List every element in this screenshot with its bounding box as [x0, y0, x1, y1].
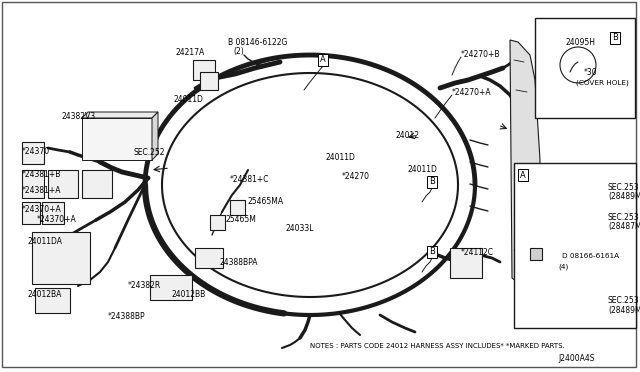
Text: *24112C: *24112C	[461, 248, 494, 257]
Bar	[82, 170, 112, 198]
Text: (COVER HOLE): (COVER HOLE)	[576, 80, 628, 87]
Text: (28489M): (28489M)	[608, 306, 640, 315]
Bar	[535, 18, 635, 118]
Bar	[230, 200, 245, 215]
Text: A: A	[520, 170, 526, 180]
Bar	[200, 72, 218, 90]
Text: *24370+A: *24370+A	[22, 205, 61, 214]
Text: 24011D: 24011D	[325, 153, 355, 162]
Polygon shape	[520, 260, 587, 265]
Text: *24381+C: *24381+C	[230, 175, 269, 184]
Bar	[82, 118, 152, 160]
Text: *24382R: *24382R	[128, 281, 161, 290]
Bar	[520, 215, 575, 245]
Text: (2): (2)	[233, 47, 244, 56]
Text: *24270: *24270	[342, 172, 370, 181]
Text: 24382V3: 24382V3	[62, 112, 96, 121]
Text: SEC.253: SEC.253	[608, 296, 639, 305]
Text: SEC.252: SEC.252	[133, 148, 164, 157]
Bar	[22, 142, 44, 164]
Text: NOTES : PARTS CODE 24012 HARNESS ASSY INCLUDES* *MARKED PARTS.: NOTES : PARTS CODE 24012 HARNESS ASSY IN…	[310, 343, 564, 349]
Bar	[48, 170, 78, 198]
Bar	[32, 232, 90, 284]
Text: J2400A4S: J2400A4S	[559, 354, 595, 363]
Bar	[193, 60, 215, 80]
Text: A: A	[320, 55, 326, 64]
Text: D 08166-6161A: D 08166-6161A	[562, 253, 619, 259]
Bar	[22, 202, 40, 224]
Text: 24095H: 24095H	[565, 38, 595, 47]
Circle shape	[560, 47, 596, 83]
Text: B: B	[429, 247, 435, 257]
Text: B: B	[612, 33, 618, 42]
Text: 24012BB: 24012BB	[172, 290, 206, 299]
Text: (28487M): (28487M)	[608, 222, 640, 231]
Text: *24381+A: *24381+A	[22, 186, 61, 195]
Text: 25465M: 25465M	[225, 215, 256, 224]
Bar	[520, 265, 582, 305]
Bar	[35, 288, 70, 313]
Bar	[195, 248, 223, 268]
Text: 24011D: 24011D	[174, 95, 204, 104]
Polygon shape	[582, 260, 587, 305]
Polygon shape	[510, 40, 540, 290]
Text: 24217A: 24217A	[175, 48, 204, 57]
Text: (28489M): (28489M)	[608, 192, 640, 201]
Text: *24370: *24370	[22, 147, 50, 156]
Text: 24388BPA: 24388BPA	[220, 258, 259, 267]
Text: *24270+B: *24270+B	[461, 50, 500, 59]
Polygon shape	[575, 210, 580, 245]
Text: *24370+A: *24370+A	[37, 215, 77, 224]
Text: *24388BP: *24388BP	[108, 312, 146, 321]
Text: (4): (4)	[558, 263, 568, 269]
Bar	[520, 175, 575, 205]
Text: B 08146-6122G: B 08146-6122G	[228, 38, 287, 47]
Polygon shape	[82, 112, 158, 118]
Text: B: B	[429, 177, 435, 186]
Bar	[150, 275, 192, 300]
Text: SEC.253: SEC.253	[608, 183, 639, 192]
Bar	[42, 202, 64, 224]
Text: 24012: 24012	[395, 131, 419, 140]
Text: *24270+A: *24270+A	[452, 88, 492, 97]
Text: *30: *30	[584, 68, 598, 77]
Polygon shape	[152, 112, 158, 160]
Bar	[450, 248, 482, 278]
Text: SEC.253: SEC.253	[608, 213, 639, 222]
Text: *24381+B: *24381+B	[22, 170, 61, 179]
Polygon shape	[520, 170, 580, 175]
Text: 24011DA: 24011DA	[28, 237, 63, 246]
Text: 24012BA: 24012BA	[28, 290, 62, 299]
Polygon shape	[520, 210, 580, 215]
Bar	[514, 163, 636, 328]
Text: 24011D: 24011D	[407, 165, 437, 174]
Polygon shape	[575, 170, 580, 205]
Text: 25465MA: 25465MA	[248, 197, 284, 206]
Bar	[530, 248, 542, 260]
Text: 24033L: 24033L	[285, 224, 314, 233]
Bar	[22, 170, 44, 198]
Bar	[210, 215, 225, 230]
